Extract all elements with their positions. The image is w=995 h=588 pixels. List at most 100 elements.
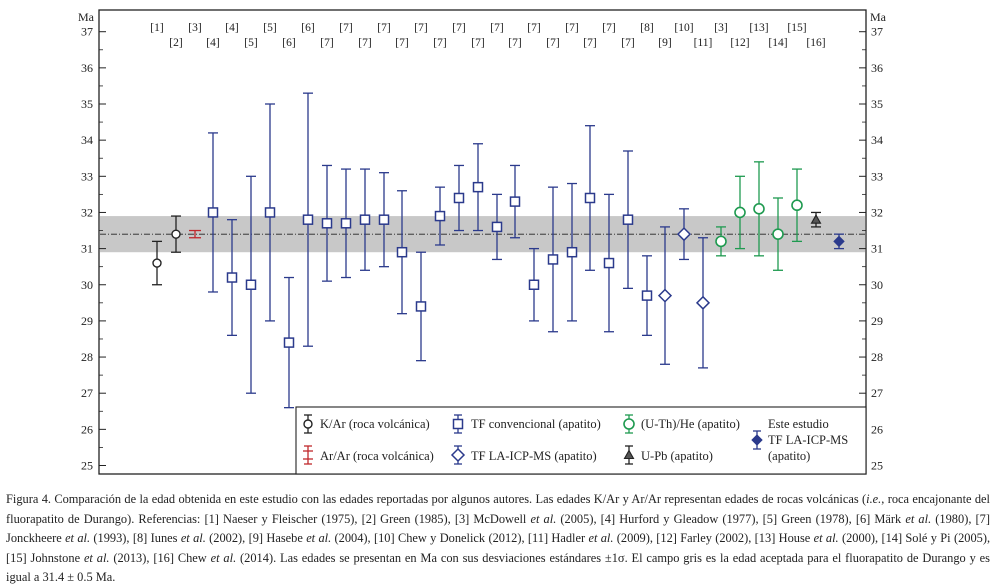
square-marker xyxy=(264,207,276,218)
square-marker xyxy=(547,254,559,265)
legend-symbol xyxy=(303,414,313,434)
data-point xyxy=(695,237,711,369)
data-point xyxy=(622,150,634,290)
y-tick-label-left: 35 xyxy=(81,97,93,111)
y-tick-label-left: 34 xyxy=(81,133,93,147)
legend: K/Ar (roca volcánica) Ar/Ar (roca volcáni… xyxy=(295,406,867,475)
square-marker xyxy=(528,279,540,290)
legend-label-este-method: TF LA-ICP-MS xyxy=(768,433,848,447)
y-tick-label-left: 25 xyxy=(81,459,93,473)
legend-box xyxy=(295,406,867,475)
data-point xyxy=(152,240,162,286)
diamond-marker xyxy=(676,227,692,242)
y-tick-label-right: 36 xyxy=(871,61,883,75)
data-point xyxy=(207,132,219,293)
reference-label: [5] xyxy=(263,22,276,34)
square-marker xyxy=(472,181,484,193)
reference-label: [7] xyxy=(471,37,484,49)
legend-symbol xyxy=(751,430,763,450)
data-point xyxy=(434,186,446,246)
data-point xyxy=(547,186,559,333)
y-tick-label-left: 37 xyxy=(81,25,93,39)
caption-italic: et al. xyxy=(83,550,110,565)
y-tick-label-left: 28 xyxy=(81,350,93,364)
reference-label: [7] xyxy=(565,22,578,34)
data-point xyxy=(472,143,484,232)
data-point xyxy=(528,247,540,322)
reference-label: [14] xyxy=(768,37,787,49)
data-point xyxy=(189,229,201,239)
filled-diamond-marker xyxy=(833,235,845,248)
reference-label: [16] xyxy=(806,37,825,49)
y-tick-label-left: 29 xyxy=(81,314,93,328)
legend-label-este: Este estudio xyxy=(768,417,829,431)
y-tick-label-left: 27 xyxy=(81,386,93,400)
square-marker xyxy=(226,272,238,283)
reference-label: [13] xyxy=(749,22,768,34)
caption-italic: et al. xyxy=(905,511,932,526)
reference-label: [7] xyxy=(621,37,634,49)
square-marker xyxy=(245,279,257,290)
reference-label: [3] xyxy=(188,22,201,34)
data-point xyxy=(584,125,596,271)
data-point xyxy=(676,208,692,261)
square-marker xyxy=(603,257,615,269)
caption-text: (2013), [16] Chew xyxy=(109,550,211,565)
y-tick-label-right: 37 xyxy=(871,25,883,39)
data-point xyxy=(641,255,653,337)
caption-italic: et al. xyxy=(588,531,614,545)
square-marker xyxy=(491,221,503,233)
reference-label: [8] xyxy=(640,22,653,34)
reference-label: [7] xyxy=(490,22,503,34)
reference-label: [15] xyxy=(787,22,806,34)
data-point xyxy=(791,168,803,243)
y-tick-label-left: 26 xyxy=(81,422,93,436)
data-point xyxy=(509,164,521,239)
caption-text: (1980), [7] Jonckheere xyxy=(6,511,990,546)
square-marker xyxy=(283,337,295,348)
filled-diamond-marker xyxy=(751,434,763,446)
square-marker xyxy=(415,301,427,312)
y-tick-label-right: 27 xyxy=(871,386,883,400)
legend-label-upb: U-Pb (apatito) xyxy=(641,449,713,463)
y-tick-label-left: 31 xyxy=(81,242,93,256)
caption-text: (1993), [8] Iunes xyxy=(90,531,181,545)
square-marker xyxy=(566,246,578,258)
circle-marker xyxy=(171,229,181,239)
data-point xyxy=(264,103,276,322)
data-point xyxy=(566,182,578,322)
reference-label: [7] xyxy=(433,37,446,49)
reference-label: [12] xyxy=(730,37,749,49)
square-marker xyxy=(434,210,446,222)
legend-label-arar: Ar/Ar (roca volcánica) xyxy=(320,449,434,463)
data-point xyxy=(245,175,257,394)
y-tick-label-right: 26 xyxy=(871,422,883,436)
data-point xyxy=(734,175,746,250)
data-point xyxy=(810,211,822,228)
data-point xyxy=(415,251,427,362)
reference-label: [2] xyxy=(169,37,182,49)
caption-italic: et al. xyxy=(65,531,91,545)
data-point xyxy=(340,168,352,279)
legend-label-tfla: TF LA-ICP-MS (apatito) xyxy=(471,449,597,463)
caption-italic: i.e. xyxy=(866,492,882,506)
square-marker xyxy=(207,207,219,218)
figure-caption: Figura 4. Comparación de la edad obtenid… xyxy=(6,490,990,588)
y-axis-label-left: Ma xyxy=(78,10,95,24)
data-point xyxy=(833,233,845,250)
diamond-marker xyxy=(450,447,466,463)
triangle-marker xyxy=(810,214,822,224)
circle-marker xyxy=(152,258,162,268)
y-tick-label-left: 33 xyxy=(81,169,93,183)
caption-text: (2004), [10] Chew y Donelick (2012), [11… xyxy=(331,531,589,545)
circle-marker xyxy=(791,199,803,212)
caption-italic: et al. xyxy=(530,511,557,526)
reference-label: [7] xyxy=(377,22,390,34)
data-point xyxy=(321,164,333,282)
reference-label: [7] xyxy=(358,37,371,49)
reference-label: [9] xyxy=(658,37,671,49)
caption-italic: et al. xyxy=(180,531,206,545)
circle-marker xyxy=(772,228,784,240)
caption-italic: et al. xyxy=(210,550,237,565)
reference-label: [7] xyxy=(583,37,596,49)
